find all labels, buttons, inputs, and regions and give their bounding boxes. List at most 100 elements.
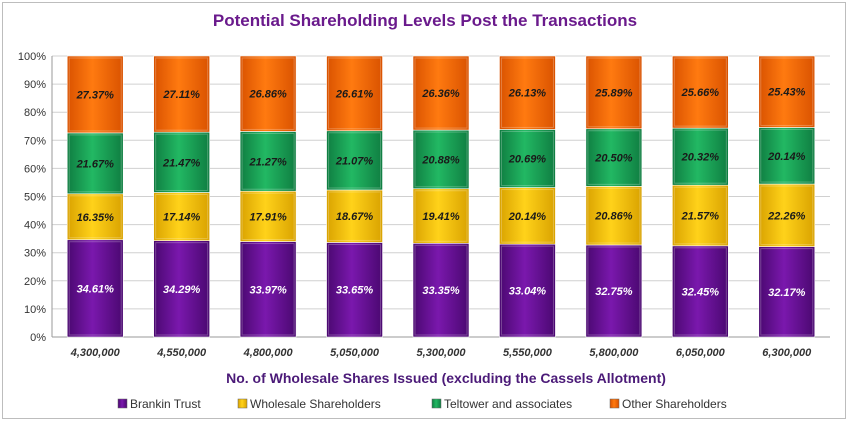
bar-segment	[499, 243, 556, 338]
legend: Brankin Trust Wholesale Shareholders Telto…	[117, 397, 727, 411]
bar-segment	[66, 239, 124, 338]
bar-bevel	[414, 131, 468, 188]
bar-bevel	[68, 241, 122, 336]
data-label: 21.57%	[681, 211, 720, 223]
bar-bevel	[673, 247, 727, 336]
bar-segment	[672, 55, 729, 129]
data-label: 33.35%	[422, 285, 460, 297]
legend-swatch	[431, 398, 442, 409]
bar-segment	[153, 192, 210, 241]
bar-segment	[585, 244, 643, 338]
data-label: 34.29%	[163, 284, 201, 296]
y-tick-label: 100%	[18, 51, 46, 63]
bar-segment	[239, 55, 297, 132]
data-label: 21.27%	[248, 156, 287, 168]
data-label: 32.75%	[595, 286, 633, 298]
bar-segment	[585, 55, 643, 130]
legend-label: Other Shareholders	[622, 397, 727, 411]
data-label: 27.37%	[76, 89, 115, 101]
y-tick-label: 20%	[24, 276, 46, 288]
bar-bevel	[500, 245, 554, 336]
bar-bevel	[155, 193, 209, 240]
data-label: 32.17%	[768, 287, 806, 299]
data-label: 18.67%	[336, 211, 374, 223]
data-label: 25.43%	[767, 87, 806, 99]
data-label: 20.86%	[594, 211, 633, 223]
data-label: 25.66%	[681, 87, 720, 99]
bar-bevel	[414, 57, 468, 129]
bar-bevel	[587, 57, 641, 128]
data-label: 20.69%	[508, 153, 547, 165]
y-tick-label: 0%	[30, 332, 46, 344]
legend-label: Brankin Trust	[130, 397, 201, 411]
x-axis-title: No. of Wholesale Shares Issued (excludin…	[226, 370, 666, 386]
data-label: 16.35%	[77, 212, 115, 224]
data-label: 33.65%	[336, 285, 374, 297]
x-tick-label: 4,550,000	[156, 347, 207, 359]
legend-label: Wholesale Shareholders	[250, 397, 381, 411]
bar-bevel	[328, 132, 382, 189]
chart-title: Potential Shareholding Levels Post the T…	[213, 11, 637, 30]
bar-bevel	[68, 134, 122, 193]
data-label: 21.07%	[335, 155, 374, 167]
bar-bevel	[587, 246, 641, 336]
bar-segment	[758, 127, 816, 185]
bar-segment	[239, 131, 297, 192]
bar-segment	[758, 246, 816, 338]
x-tick-label: 5,300,000	[417, 347, 467, 359]
bar-bevel	[241, 192, 295, 241]
data-label: 17.14%	[163, 212, 201, 224]
data-label: 20.14%	[508, 211, 547, 223]
bar-bevel	[414, 190, 468, 242]
bar-segment	[326, 189, 383, 243]
bar-bevel	[673, 129, 727, 184]
data-label: 27.11%	[162, 89, 200, 101]
bar-bevel	[241, 132, 295, 190]
bar-bevel	[760, 57, 814, 126]
bar-segment	[153, 131, 210, 193]
bar-segment	[499, 55, 556, 130]
bar-bevel	[500, 189, 554, 243]
data-label: 21.47%	[162, 157, 201, 169]
bar-bevel	[500, 130, 554, 187]
bar-segment	[758, 55, 816, 128]
data-label: 32.45%	[682, 286, 720, 298]
bar-segment	[239, 190, 297, 242]
data-label: 20.50%	[594, 153, 633, 165]
data-label: 20.14%	[767, 151, 806, 163]
bar-bevel	[673, 186, 727, 245]
data-label: 20.32%	[681, 152, 720, 164]
bar-bevel	[760, 248, 814, 336]
bar-segment	[153, 240, 210, 338]
x-tick-label: 4,300,000	[70, 347, 121, 359]
bar-segment	[585, 128, 643, 187]
y-tick-label: 60%	[24, 163, 46, 175]
x-tick-label: 6,050,000	[676, 347, 726, 359]
data-label: 17.91%	[249, 211, 287, 223]
y-tick-label: 90%	[24, 79, 46, 91]
bar-segment	[66, 55, 124, 134]
bar-bevel	[760, 185, 814, 246]
bar-bevel	[760, 128, 814, 183]
x-tick-label: 4,800,000	[243, 347, 294, 359]
bar-bevel	[500, 57, 554, 128]
y-tick-label: 40%	[24, 220, 46, 232]
bar-segment	[758, 183, 816, 247]
legend-swatch	[117, 398, 128, 409]
data-label: 26.86%	[248, 89, 287, 101]
bar-bevel	[241, 57, 295, 130]
bar-segment	[412, 188, 470, 244]
x-tick-label: 5,800,000	[589, 347, 639, 359]
data-label: 21.67%	[76, 158, 115, 170]
bar-segment	[326, 242, 383, 338]
data-label: 26.61%	[335, 88, 374, 100]
bar-bevel	[155, 133, 209, 191]
bar-segment	[412, 55, 470, 131]
bar-segment	[499, 187, 556, 245]
bar-segment	[239, 241, 297, 338]
bar-bevel	[414, 244, 468, 336]
bar-bevel	[68, 57, 122, 132]
bar-segment	[499, 129, 556, 188]
data-label: 26.36%	[421, 88, 460, 100]
